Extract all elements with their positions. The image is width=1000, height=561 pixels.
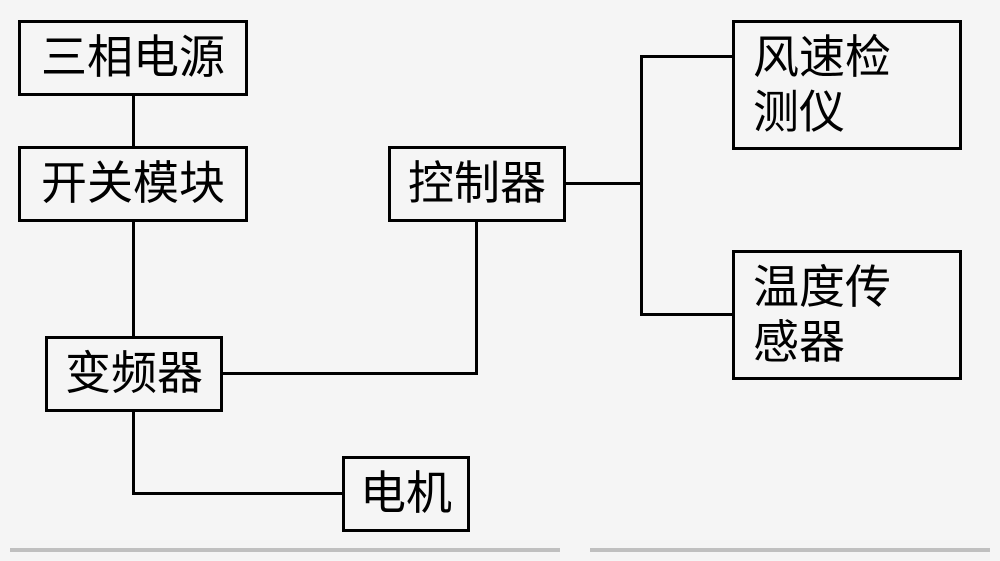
node-switch: 开关模块: [18, 146, 248, 222]
node-power-label: 三相电源: [41, 30, 225, 85]
edge-controller-tempsensor-h: [640, 313, 732, 316]
edge-controller-anemometer-h: [640, 55, 732, 58]
node-inverter-label: 变频器: [65, 346, 203, 401]
node-anemometer-label-2: 测仪: [753, 85, 845, 140]
node-anemometer: 风速检 测仪: [732, 20, 962, 150]
node-controller: 控制器: [388, 146, 566, 222]
node-controller-label: 控制器: [408, 156, 546, 211]
edge-controller-anemometer-v: [640, 55, 643, 185]
node-motor-label: 电机: [360, 466, 452, 521]
node-tempsensor-label-1: 温度传: [753, 260, 891, 315]
node-switch-label: 开关模块: [41, 156, 225, 211]
edge-switch-inverter: [132, 222, 135, 336]
edge-controller-tempsensor-v: [640, 182, 643, 315]
node-motor: 电机: [342, 456, 470, 532]
edge-power-switch: [132, 96, 135, 146]
edge-controller-inverter-v: [475, 222, 478, 374]
edge-controller-inverter-h: [223, 372, 478, 375]
node-inverter: 变频器: [45, 336, 223, 412]
bottom-bar-left: [10, 548, 560, 552]
edge-inverter-motor-v: [132, 412, 135, 494]
node-tempsensor-label-2: 感器: [753, 315, 845, 370]
node-power: 三相电源: [18, 20, 248, 96]
bottom-bar-right: [590, 548, 990, 552]
edge-controller-trunk-h: [566, 182, 643, 185]
node-anemometer-label-1: 风速检: [753, 30, 891, 85]
node-tempsensor: 温度传 感器: [732, 250, 962, 380]
edge-inverter-motor-h: [132, 492, 342, 495]
